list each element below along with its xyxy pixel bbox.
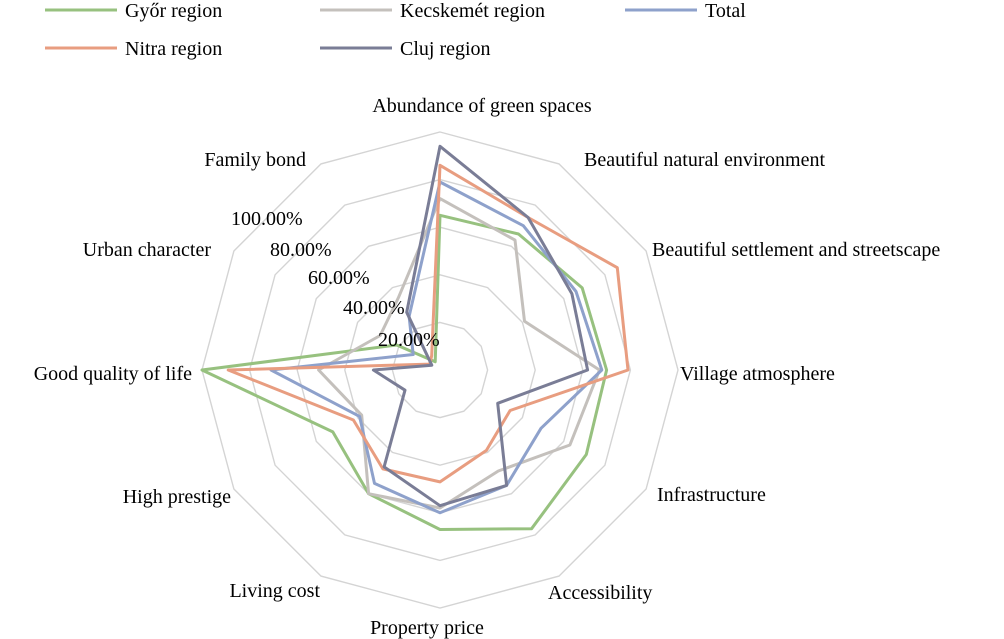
category-label: Accessibility (548, 582, 652, 604)
radial-tick-label: 40.00% (343, 297, 405, 319)
category-labels: Abundance of green spaces Beautiful natur… (34, 95, 941, 639)
legend: Győr region Kecskemét region Total Nitra re… (45, 0, 746, 60)
series-line-1 (200, 213, 609, 531)
legend-label: Nitra region (125, 38, 222, 60)
category-label: Abundance of green spaces (372, 95, 592, 117)
category-label: Village atmosphere (680, 363, 835, 385)
legend-label: Total (705, 0, 746, 22)
radial-tick-label: 80.00% (270, 239, 332, 261)
legend-label: Cluj region (400, 38, 491, 60)
radar-grid (201, 131, 679, 609)
series-line-3 (269, 180, 604, 515)
category-label: Urban character (83, 239, 212, 261)
legend-label: Győr region (125, 0, 222, 22)
radial-tick-label: 20.00% (378, 329, 440, 351)
category-label: Family bond (204, 149, 306, 171)
grid-ring (344, 274, 536, 466)
series-layer (200, 144, 630, 531)
category-label: Infrastructure (657, 484, 766, 506)
category-label: Beautiful natural environment (584, 149, 825, 171)
radial-tick-label: 60.00% (308, 267, 370, 289)
radial-tick-label: 100.00% (231, 208, 303, 230)
category-label: Beautiful settlement and streetscape (652, 239, 940, 261)
legend-label: Kecskemét region (400, 0, 545, 22)
radial-ticks: 20.00% 40.00% 60.00% 80.00% 100.00% (231, 208, 440, 351)
grid-ring (201, 131, 679, 609)
category-label: Property price (370, 617, 484, 639)
category-label: High prestige (123, 486, 231, 508)
category-label: Good quality of life (34, 363, 192, 385)
series-line-5 (371, 144, 590, 508)
category-label: Living cost (229, 580, 320, 602)
grid-ring (248, 178, 632, 562)
series-line-2 (317, 197, 601, 510)
